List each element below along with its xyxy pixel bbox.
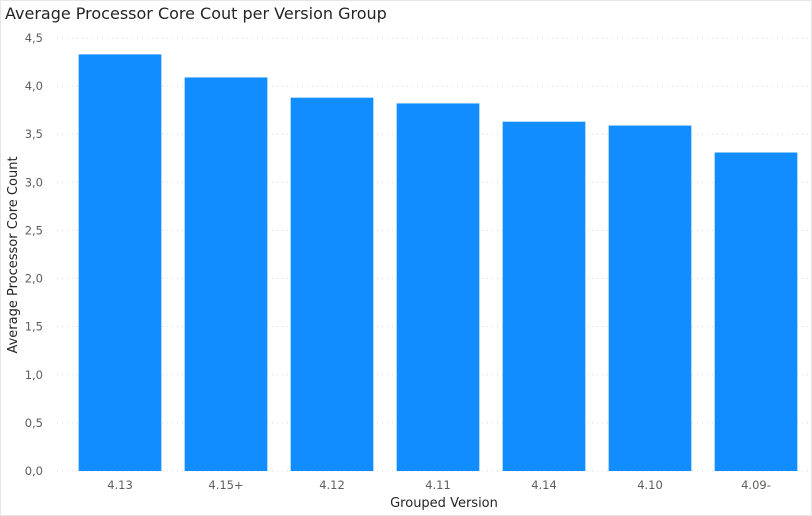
x-tick-label: 4.11 (425, 478, 451, 492)
bar-4.14[interactable] (502, 121, 586, 472)
x-tick-label: 4.15+ (208, 478, 243, 492)
y-axis-title: Average Processor Core Count (6, 156, 21, 353)
bar-4.10[interactable] (608, 125, 692, 471)
bar-4.11[interactable] (396, 103, 480, 471)
bar-4.13[interactable] (78, 54, 162, 471)
y-axis-ticks: 0,0 0,5 1,0 1,5 2,0 2,5 3,0 3,5 4,0 4,5 (25, 31, 43, 478)
x-axis-title: Grouped Version (390, 496, 498, 511)
x-axis-ticks: 4.13 4.15+ 4.12 4.11 4.14 4.10 4.09- (107, 478, 771, 492)
x-tick-label: 4.09- (741, 478, 771, 492)
x-tick-label: 4.10 (637, 478, 663, 492)
x-tick-label: 4.14 (531, 478, 557, 492)
y-tick-label: 4,5 (25, 31, 43, 45)
y-tick-label: 3,0 (25, 175, 43, 189)
bars (78, 54, 798, 472)
bar-4.15+[interactable] (184, 77, 268, 471)
y-tick-label: 1,5 (25, 320, 43, 334)
x-tick-label: 4.13 (107, 478, 133, 492)
y-tick-label: 1,0 (25, 368, 43, 382)
y-tick-label: 4,0 (25, 79, 43, 93)
x-tick-label: 4.12 (319, 478, 345, 492)
chart-title: Average Processor Core Cout per Version … (5, 4, 387, 23)
y-tick-label: 3,5 (25, 127, 43, 141)
bar-4.12[interactable] (290, 97, 374, 471)
y-tick-label: 0,5 (25, 416, 43, 430)
y-tick-label: 2,0 (25, 272, 43, 286)
bar-4.09-[interactable] (714, 152, 798, 471)
gridlines (57, 37, 809, 472)
y-tick-label: 2,5 (25, 223, 43, 237)
y-tick-label: 0,0 (25, 464, 43, 478)
